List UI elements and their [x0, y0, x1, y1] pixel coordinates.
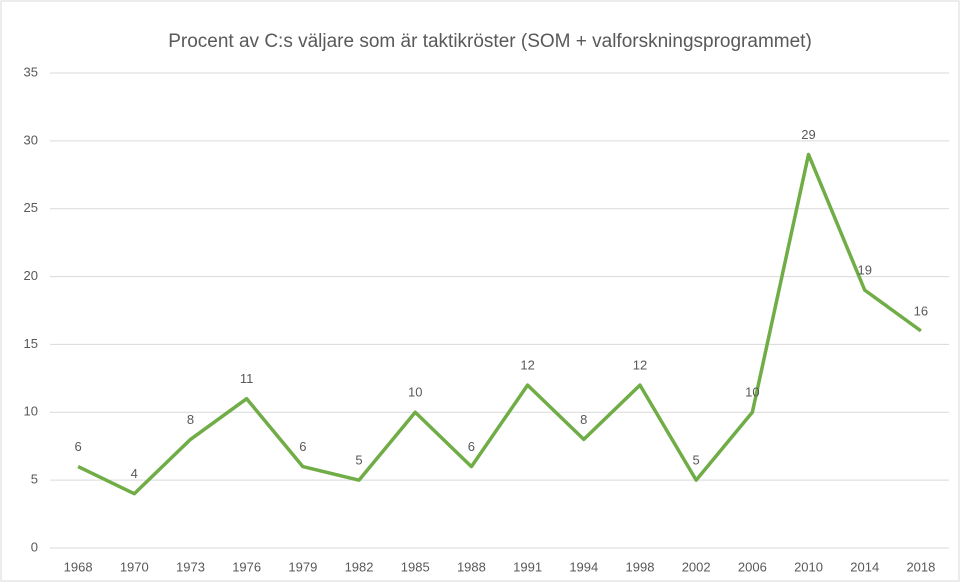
data-line [77, 152, 922, 496]
data-label: 12 [520, 358, 534, 373]
data-label: 5 [355, 453, 362, 468]
x-tick-label: 1970 [120, 559, 149, 574]
data-label: 19 [857, 263, 871, 278]
data-label: 4 [131, 466, 138, 481]
data-label: 11 [240, 371, 254, 386]
x-tick-label: 1998 [626, 559, 655, 574]
x-tick-label: 2006 [738, 559, 767, 574]
data-label: 10 [408, 385, 422, 400]
data-label: 6 [468, 439, 475, 454]
y-tick-label: 20 [24, 268, 38, 283]
x-tick-label: 1994 [569, 559, 598, 574]
x-tick-label: 2018 [906, 559, 935, 574]
data-label: 6 [74, 439, 81, 454]
x-tick-label: 1976 [232, 559, 261, 574]
y-tick-label: 5 [31, 472, 38, 487]
y-tick-label: 25 [24, 200, 38, 215]
x-tick-label: 1985 [401, 559, 430, 574]
x-tick-label: 1988 [457, 559, 486, 574]
x-tick-label: 1968 [64, 559, 93, 574]
x-tick-label: 2014 [850, 559, 879, 574]
data-label: 16 [914, 303, 928, 318]
data-label: 6 [299, 439, 306, 454]
y-tick-label: 15 [24, 336, 38, 351]
y-tick-label: 10 [24, 404, 38, 419]
data-label: 12 [633, 358, 647, 373]
y-tick-label: 0 [31, 539, 38, 554]
x-tick-label: 2002 [682, 559, 711, 574]
x-tick-label: 1979 [288, 559, 317, 574]
data-label: 5 [693, 453, 700, 468]
x-tick-label: 2010 [794, 559, 823, 574]
data-label: 8 [580, 412, 587, 427]
data-label: 8 [187, 412, 194, 427]
x-tick-label: 1991 [513, 559, 542, 574]
data-label: 29 [801, 127, 815, 142]
x-tick-label: 1982 [345, 559, 374, 574]
data-label: 10 [745, 385, 759, 400]
x-tick-label: 1973 [176, 559, 205, 574]
y-tick-label: 30 [24, 132, 38, 147]
chart-title: Procent av C:s väljare som är taktikröst… [168, 31, 812, 52]
y-tick-label: 35 [24, 64, 38, 79]
